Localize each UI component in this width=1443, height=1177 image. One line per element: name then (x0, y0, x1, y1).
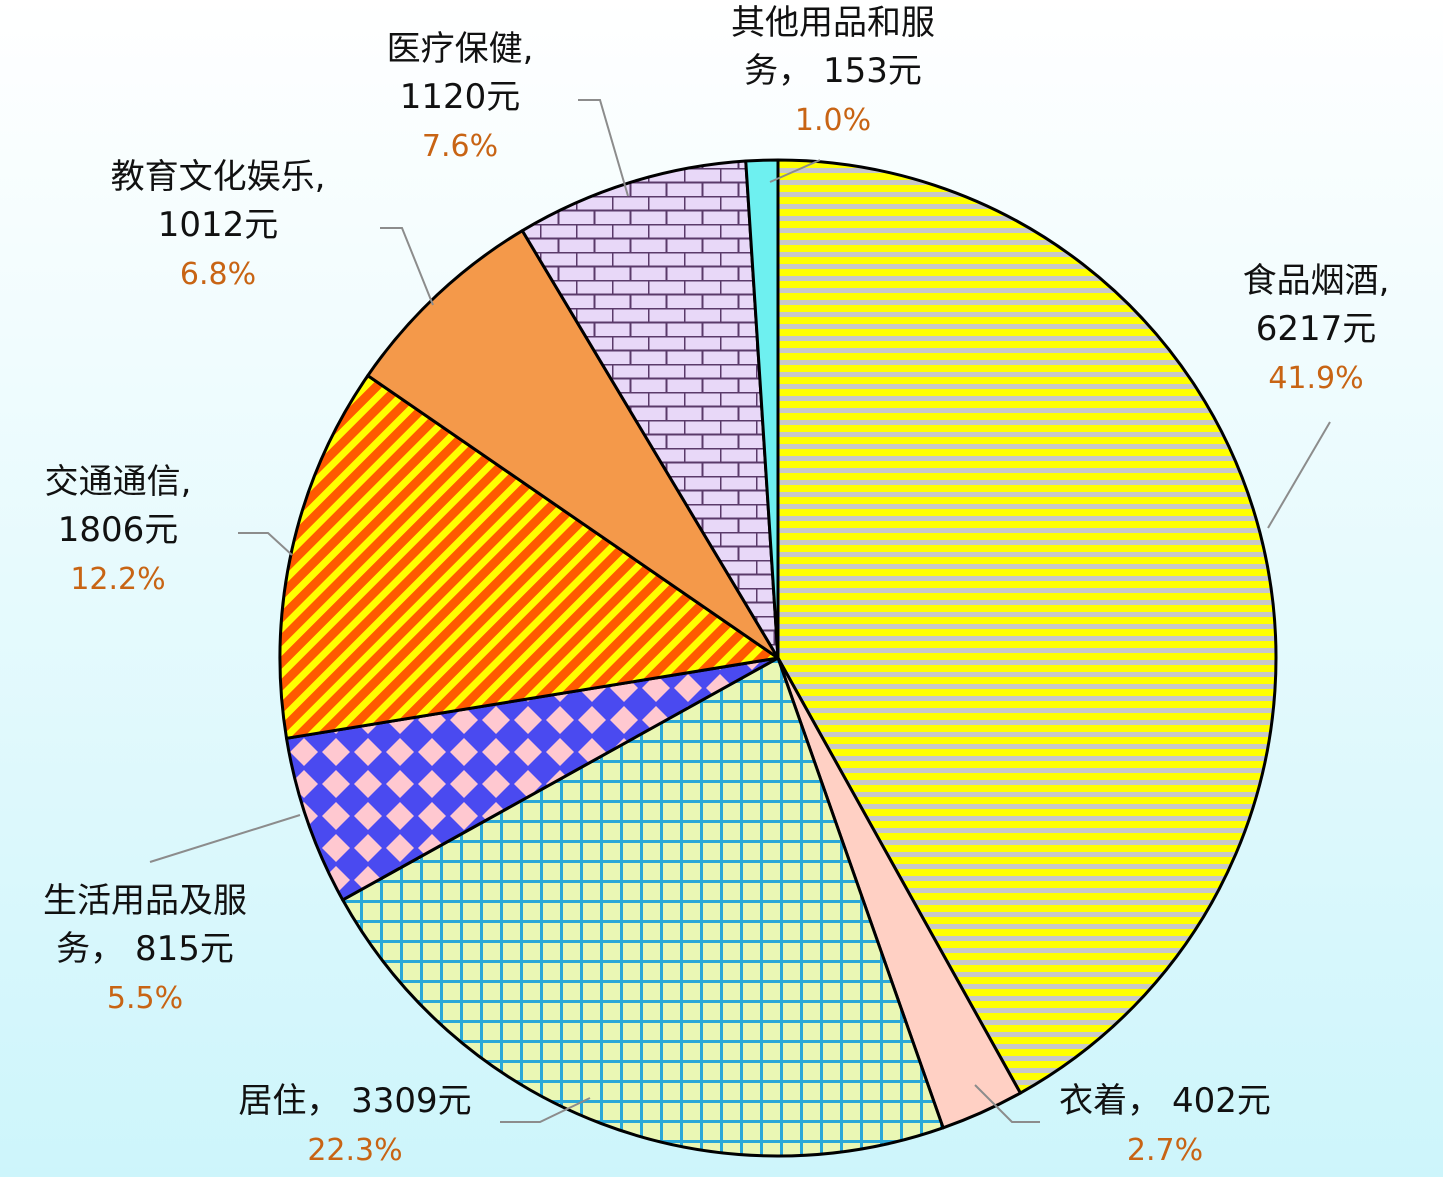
slice-percent-3: 22.3% (307, 1133, 402, 1168)
slice-label-8-line-1: 其他用品和服 (731, 3, 935, 43)
slice-percent-8: 1.0% (795, 103, 871, 138)
leader-line-4 (149, 814, 301, 863)
leader-line-3 (500, 1097, 591, 1123)
slice-label-6-line-2: 1012元 (158, 205, 279, 245)
pie-slice-7 (520, 159, 780, 660)
slice-label-5-line-1: 交通通信, (45, 462, 192, 502)
leader-line-7 (578, 99, 629, 197)
pie-slice-5 (278, 374, 780, 740)
slice-percent-5: 12.2% (70, 562, 165, 597)
slice-label-4-line-1: 生活用品及服 (43, 881, 247, 921)
pie-slice-8 (744, 158, 780, 660)
leader-line-6 (380, 227, 434, 306)
leader-line-1 (1267, 421, 1331, 529)
leader-line-5 (238, 532, 293, 556)
slice-label-3-line-1: 居住， 3309元 (238, 1081, 471, 1121)
slice-label-7-line-2: 1120元 (400, 77, 521, 117)
slice-percent-1: 41.9% (1268, 361, 1363, 396)
slice-label-6-line-1: 教育文化娱乐, (111, 157, 326, 197)
leader-line-2 (974, 1084, 1040, 1123)
slice-label-4-line-2: 务， 815元 (56, 929, 234, 969)
leader-line-8 (769, 159, 821, 183)
slice-label-5-line-2: 1806元 (58, 510, 179, 550)
pie-slice-6 (366, 229, 780, 660)
slice-percent-2: 2.7% (1127, 1133, 1203, 1168)
slice-percent-4: 5.5% (107, 981, 183, 1016)
slice-percent-7: 7.6% (422, 129, 498, 164)
pie-slice-3 (341, 656, 945, 1158)
slice-label-2-line-1: 衣着， 402元 (1059, 1081, 1271, 1121)
slice-label-1-line-1: 食品烟酒, (1243, 261, 1390, 301)
slice-label-1-line-2: 6217元 (1256, 309, 1377, 349)
slice-label-7-line-1: 医疗保健, (387, 29, 534, 69)
slice-percent-6: 6.8% (180, 257, 256, 292)
slice-label-8-line-2: 务， 153元 (744, 51, 922, 91)
pie-slice-1 (776, 158, 1278, 1095)
